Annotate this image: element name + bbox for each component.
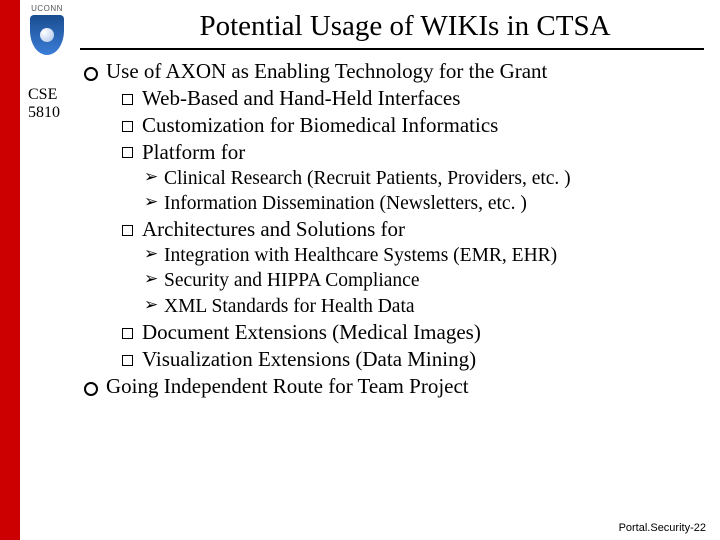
bullet-text: Architectures and Solutions for <box>142 217 405 241</box>
bullet-l2: Visualization Extensions (Data Mining) <box>78 346 706 373</box>
title-underline <box>80 48 704 50</box>
course-code-line: 5810 <box>28 104 72 122</box>
bullet-text: Visualization Extensions (Data Mining) <box>142 347 476 371</box>
shield-icon <box>30 15 64 55</box>
bullet-text: Security and HIPPA Compliance <box>164 270 419 291</box>
bullet-text: Information Dissemination (Newsletters, … <box>164 193 527 214</box>
bullet-l3: Security and HIPPA Compliance <box>78 268 706 293</box>
bullet-text: Customization for Biomedical Informatics <box>142 113 498 137</box>
course-code: CSE 5810 <box>28 86 72 121</box>
bullet-l1: Going Independent Route for Team Project <box>78 373 706 400</box>
bullet-text: XML Standards for Health Data <box>164 296 415 317</box>
page-title: Potential Usage of WIKIs in CTSA <box>110 10 700 43</box>
bullet-l3: Information Dissemination (Newsletters, … <box>78 191 706 216</box>
bullet-text: Platform for <box>142 140 245 164</box>
bullet-l1: Use of AXON as Enabling Technology for t… <box>78 58 706 85</box>
bullet-text: Web-Based and Hand-Held Interfaces <box>142 86 460 110</box>
bullet-text: Clinical Research (Recruit Patients, Pro… <box>164 168 571 189</box>
bullet-l2: Web-Based and Hand-Held Interfaces <box>78 85 706 112</box>
logo-area: UCONN <box>24 4 70 55</box>
bullet-text: Document Extensions (Medical Images) <box>142 320 481 344</box>
bullet-l2: Platform for <box>78 139 706 166</box>
bullet-l2: Document Extensions (Medical Images) <box>78 319 706 346</box>
course-code-line: CSE <box>28 86 72 104</box>
content-body: Use of AXON as Enabling Technology for t… <box>78 58 706 400</box>
slide: UCONN CSE 5810 Potential Usage of WIKIs … <box>0 0 720 540</box>
bullet-text: Going Independent Route for Team Project <box>106 374 469 398</box>
bullet-l2: Architectures and Solutions for <box>78 216 706 243</box>
bullet-l3: XML Standards for Health Data <box>78 294 706 319</box>
slide-footer: Portal.Security-22 <box>619 522 706 534</box>
bullet-l2: Customization for Biomedical Informatics <box>78 112 706 139</box>
accent-bar <box>0 0 20 540</box>
org-wordmark: UCONN <box>24 4 70 13</box>
bullet-l3: Clinical Research (Recruit Patients, Pro… <box>78 166 706 191</box>
bullet-text: Integration with Healthcare Systems (EMR… <box>164 245 557 266</box>
bullet-text: Use of AXON as Enabling Technology for t… <box>106 59 547 83</box>
bullet-l3: Integration with Healthcare Systems (EMR… <box>78 243 706 268</box>
